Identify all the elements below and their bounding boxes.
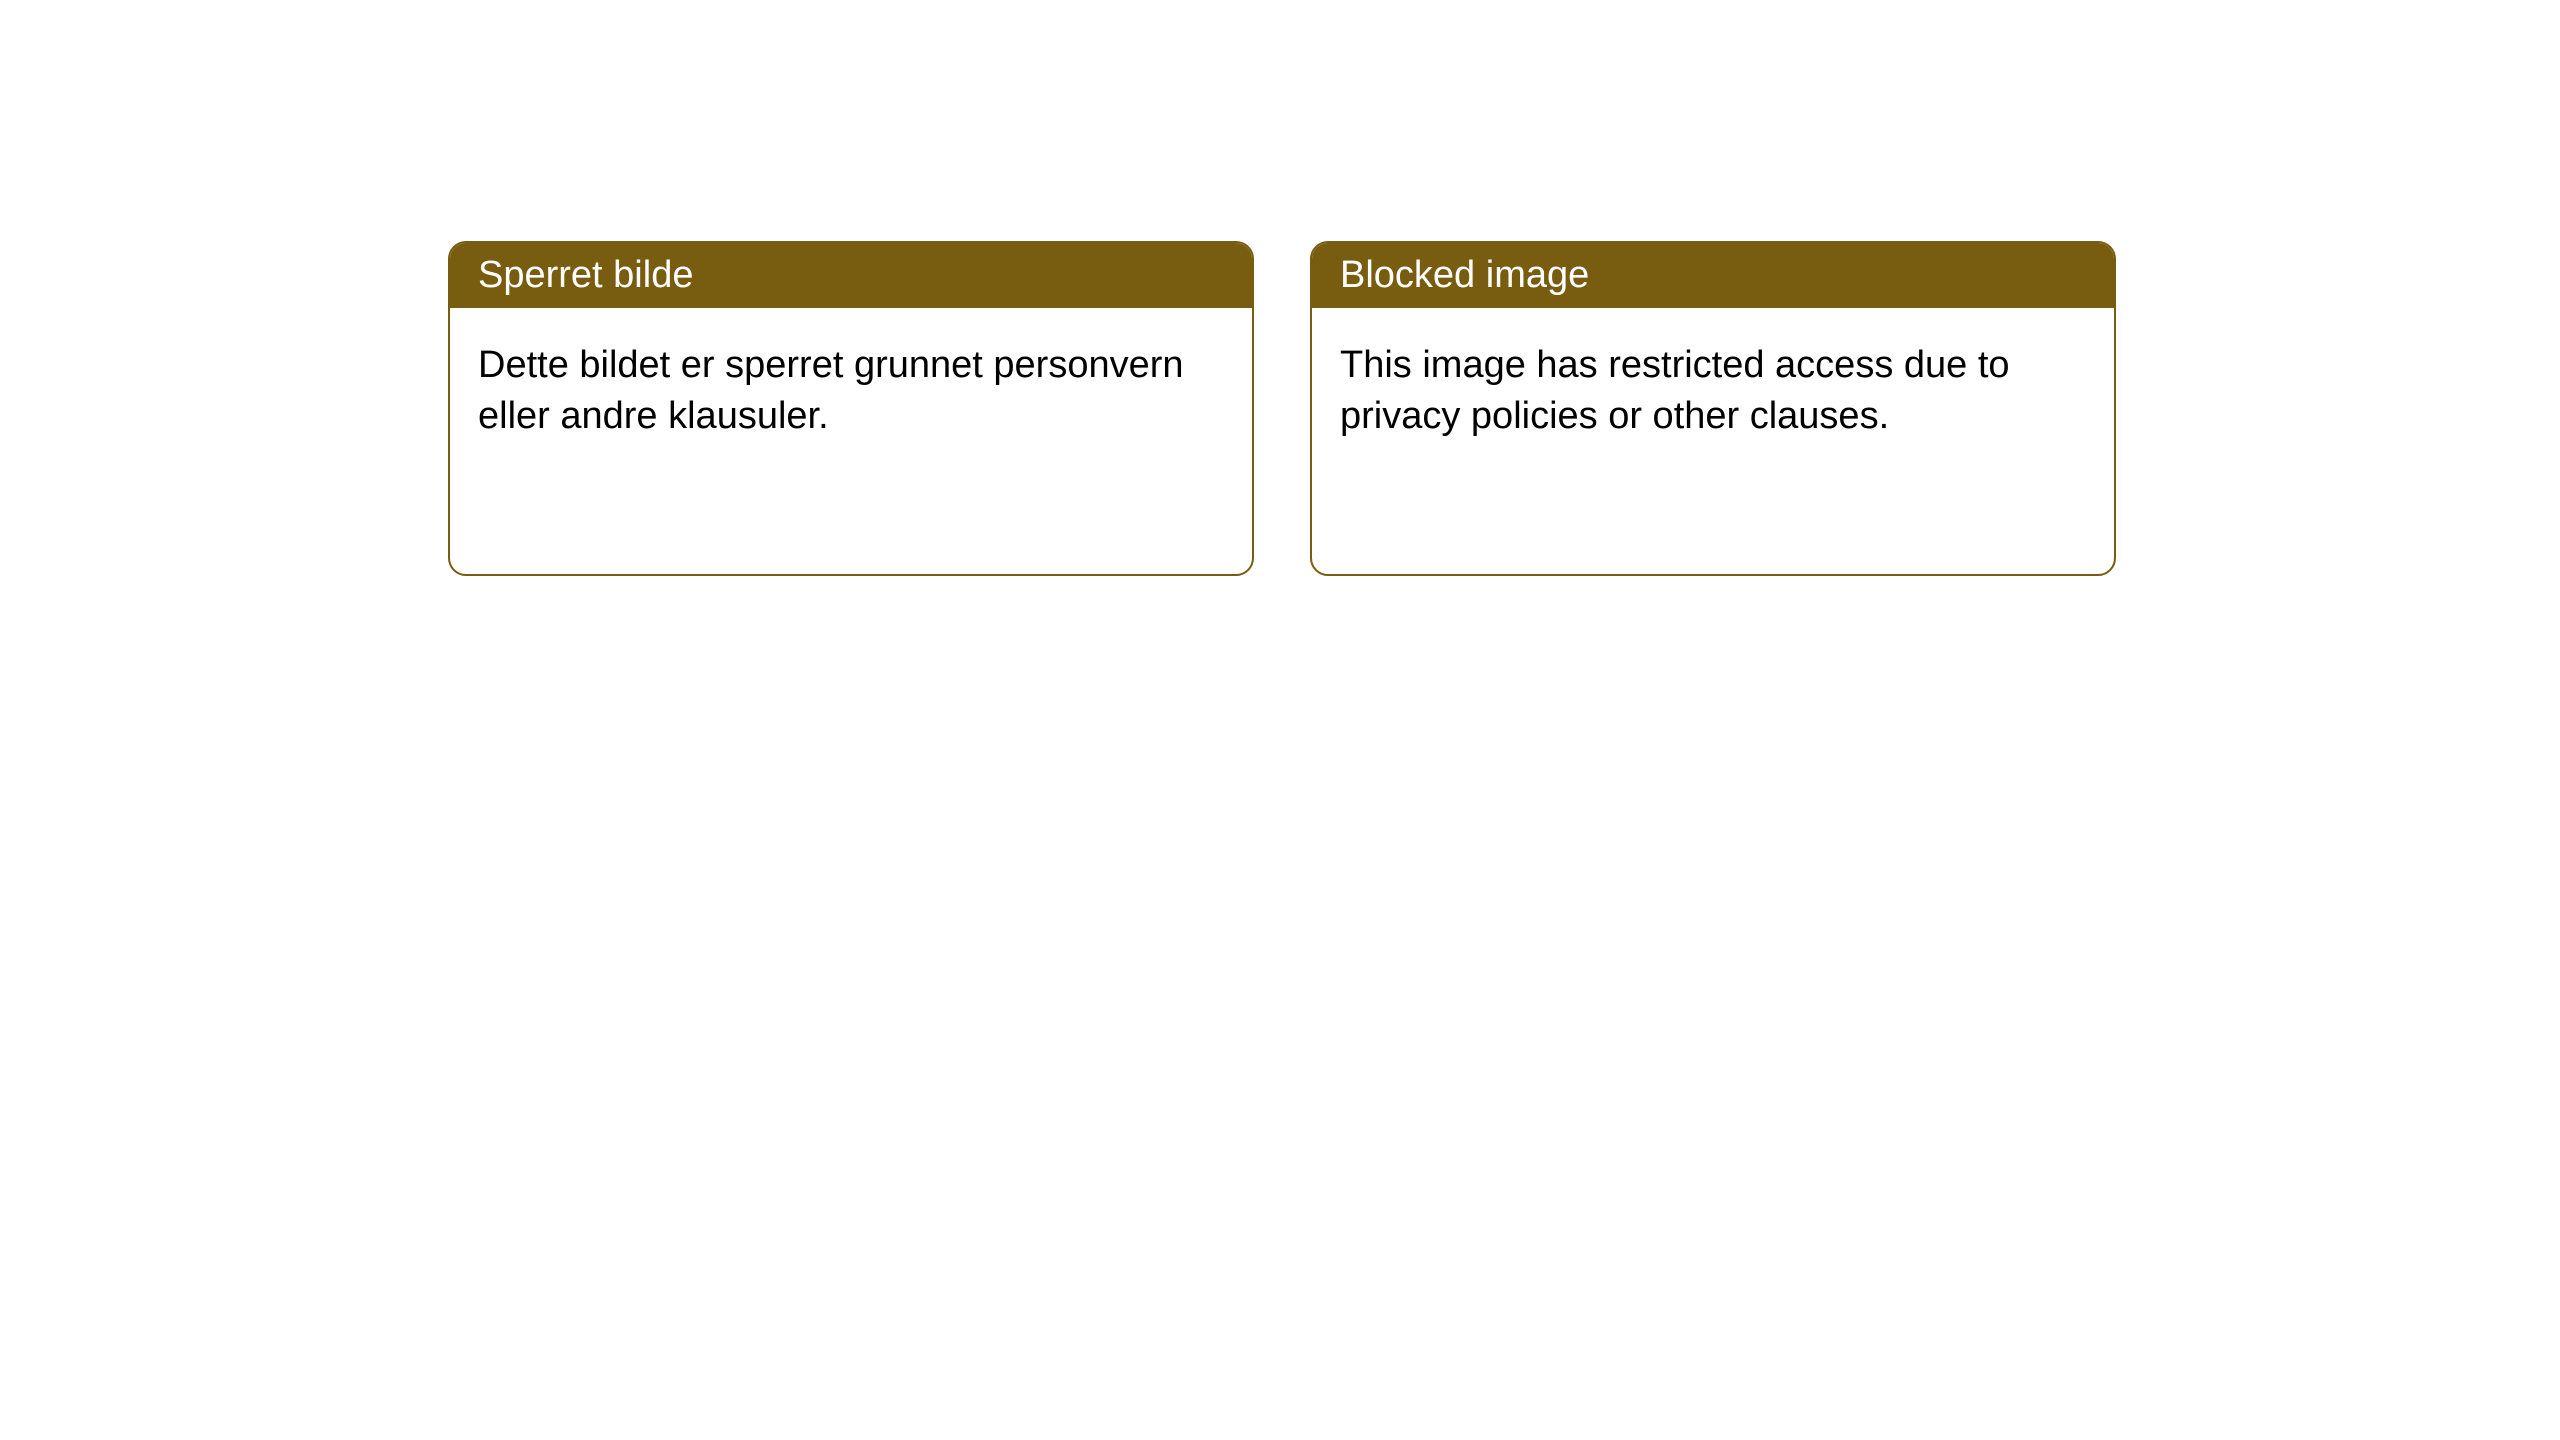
notice-body-text: This image has restricted access due to … bbox=[1340, 344, 2010, 437]
notice-body-text: Dette bildet er sperret grunnet personve… bbox=[478, 344, 1184, 437]
notice-header: Blocked image bbox=[1312, 243, 2114, 308]
notice-box-english: Blocked image This image has restricted … bbox=[1310, 241, 2116, 576]
notice-header: Sperret bilde bbox=[450, 243, 1252, 308]
notice-header-text: Blocked image bbox=[1340, 254, 1589, 296]
notice-body: This image has restricted access due to … bbox=[1312, 308, 2114, 475]
notice-header-text: Sperret bilde bbox=[478, 254, 693, 296]
notice-box-norwegian: Sperret bilde Dette bildet er sperret gr… bbox=[448, 241, 1254, 576]
notice-body: Dette bildet er sperret grunnet personve… bbox=[450, 308, 1252, 475]
notice-container: Sperret bilde Dette bildet er sperret gr… bbox=[0, 0, 2560, 576]
